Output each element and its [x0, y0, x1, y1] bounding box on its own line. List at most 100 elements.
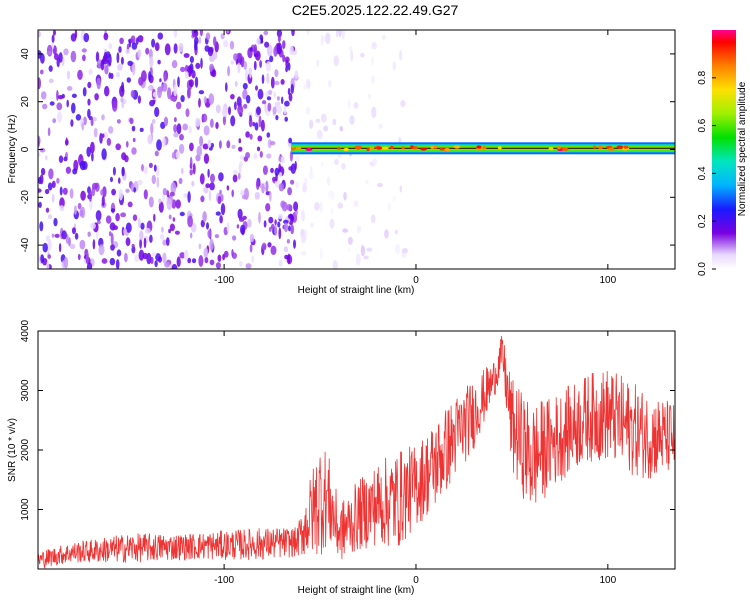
- noise-blob: [249, 233, 255, 243]
- noise-blob: [173, 43, 178, 54]
- noise-blob: [277, 35, 281, 43]
- noise-blob: [151, 38, 156, 48]
- noise-blob: [79, 209, 84, 217]
- noise-blob: [71, 102, 76, 114]
- noise-blob: [38, 135, 41, 146]
- signal-peak: [337, 146, 341, 150]
- noise-blob: [82, 54, 86, 62]
- noise-blob: [259, 60, 262, 68]
- noise-blob: [88, 68, 93, 75]
- noise-blob: [187, 191, 191, 203]
- noise-blob: [39, 221, 44, 232]
- noise-blob: [203, 186, 209, 194]
- noise-blob: [242, 82, 248, 90]
- spectrogram-x-tick-label: -100: [214, 275, 234, 286]
- noise-blob: [377, 182, 383, 188]
- noise-blob: [125, 49, 130, 54]
- noise-blob: [242, 89, 248, 100]
- noise-blob: [215, 211, 221, 216]
- noise-blob: [51, 34, 55, 43]
- noise-blob: [205, 32, 211, 40]
- noise-blob: [148, 74, 154, 84]
- noise-blob: [363, 255, 369, 260]
- noise-blob: [290, 224, 295, 235]
- snr-y-tick-label: 1000: [20, 498, 31, 521]
- signal-peak: [453, 145, 461, 149]
- noise-blob: [256, 180, 260, 190]
- noise-blob: [263, 220, 267, 228]
- noise-blob: [229, 40, 235, 50]
- noise-blob: [356, 225, 361, 233]
- noise-blob: [247, 218, 252, 228]
- noise-blob: [264, 101, 267, 114]
- signal-peak: [497, 146, 502, 150]
- noise-blob: [94, 93, 99, 101]
- noise-blob: [115, 259, 120, 269]
- noise-blob: [308, 119, 314, 129]
- noise-blob: [283, 105, 287, 115]
- noise-blob: [230, 94, 235, 100]
- noise-blob: [38, 152, 41, 157]
- noise-blob: [282, 54, 286, 63]
- noise-blob: [265, 203, 271, 212]
- noise-blob: [77, 69, 83, 80]
- noise-blob: [347, 247, 351, 253]
- noise-blob: [116, 249, 122, 257]
- noise-blob: [129, 117, 134, 125]
- colorbar: [712, 30, 736, 269]
- noise-blob: [110, 208, 116, 213]
- noise-blob: [101, 148, 107, 160]
- noise-blob: [221, 108, 227, 117]
- noise-blob: [310, 222, 314, 228]
- noise-blob: [149, 234, 153, 243]
- noise-blob: [156, 176, 160, 188]
- noise-blob: [131, 147, 137, 155]
- noise-blob: [52, 45, 57, 56]
- noise-blob: [151, 174, 156, 185]
- signal-peak: [420, 147, 427, 151]
- noise-blob: [394, 243, 401, 255]
- noise-blob: [258, 115, 262, 128]
- noise-blob: [278, 227, 282, 240]
- noise-blob: [132, 214, 138, 221]
- noise-blob: [127, 201, 133, 208]
- noise-blob: [238, 138, 242, 144]
- noise-blob: [108, 43, 113, 50]
- spectrogram-y-axis-label: Frequency (Hz): [7, 115, 18, 184]
- noise-blob: [48, 168, 54, 180]
- spectrogram-noise: [38, 30, 408, 269]
- noise-blob: [202, 113, 208, 123]
- noise-blob: [161, 226, 164, 233]
- noise-blob: [160, 121, 166, 129]
- noise-blob: [274, 69, 279, 77]
- noise-blob: [42, 103, 48, 110]
- snr-y-tick-label: 3000: [20, 379, 31, 402]
- noise-blob: [269, 55, 274, 63]
- noise-blob: [288, 137, 293, 144]
- noise-blob: [70, 50, 77, 63]
- signal-peak: [290, 147, 296, 151]
- noise-blob: [210, 142, 214, 148]
- noise-blob: [226, 185, 230, 191]
- noise-blob: [244, 69, 249, 81]
- noise-blob: [202, 143, 209, 150]
- noise-blob: [143, 166, 148, 175]
- noise-blob: [91, 187, 95, 197]
- noise-blob: [320, 34, 324, 46]
- noise-blob: [162, 188, 168, 196]
- noise-blob: [337, 202, 343, 209]
- signal-peak: [616, 145, 624, 149]
- noise-blob: [69, 243, 76, 250]
- noise-blob: [195, 62, 201, 69]
- noise-blob: [258, 211, 261, 224]
- noise-blob: [40, 91, 47, 100]
- noise-blob: [287, 62, 291, 71]
- noise-blob: [132, 137, 136, 143]
- noise-blob: [101, 114, 105, 121]
- noise-blob: [70, 33, 77, 42]
- signal-peak: [430, 145, 435, 149]
- noise-blob: [249, 244, 253, 253]
- noise-blob: [40, 69, 44, 75]
- noise-blob: [325, 32, 331, 45]
- noise-blob: [38, 77, 41, 90]
